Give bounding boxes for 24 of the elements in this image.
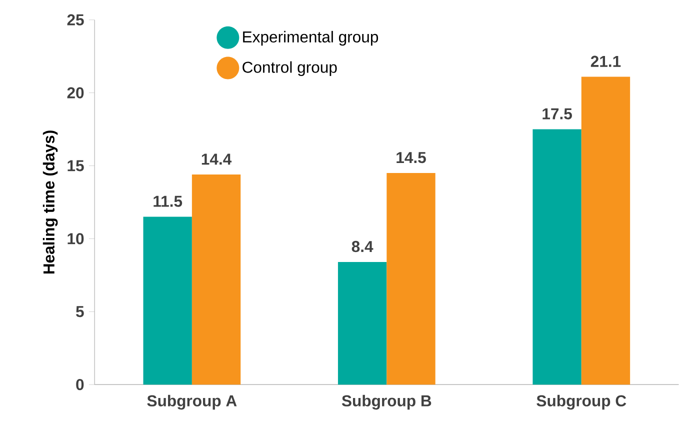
bar: [192, 174, 241, 385]
x-tick-label: Subgroup B: [342, 394, 432, 410]
y-axis-title: Healing time (days): [42, 130, 58, 274]
bar: [386, 173, 436, 385]
bar: [143, 216, 192, 385]
data-label: 17.5: [542, 108, 572, 120]
data-label: 8.4: [352, 240, 374, 252]
y-tick-label: 10: [68, 233, 84, 244]
x-tick-label: Subgroup A: [147, 394, 237, 410]
data-label: 14.4: [202, 154, 232, 165]
bar: [338, 262, 387, 385]
legend-label: Control group: [242, 61, 337, 76]
data-label: 21.1: [590, 56, 621, 67]
y-tick-label: 0: [76, 378, 84, 390]
x-tick-label: Subgroup C: [536, 394, 626, 410]
legend-label: Experimental group: [243, 30, 378, 46]
y-tick-label: 15: [68, 160, 84, 172]
y-tick-label: 5: [76, 306, 84, 318]
y-tick-label: 20: [67, 87, 84, 98]
data-label: 11.5: [154, 196, 182, 207]
bar: [532, 129, 582, 385]
data-label: 14.5: [396, 152, 426, 164]
bar: [581, 76, 630, 385]
y-tick-label: 25: [67, 14, 84, 26]
